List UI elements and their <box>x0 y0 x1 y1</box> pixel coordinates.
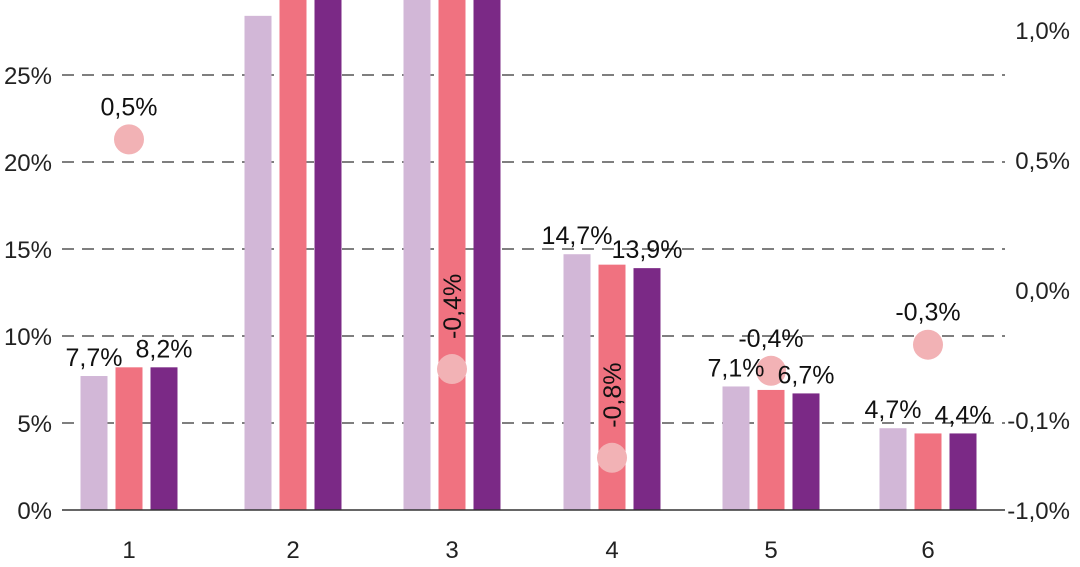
change-marker <box>597 442 627 473</box>
bar <box>403 0 431 510</box>
change-marker <box>437 354 467 385</box>
bar <box>80 376 108 510</box>
markers-layer <box>114 124 943 473</box>
bar <box>150 367 178 510</box>
y-tick-label: 10% <box>4 324 52 351</box>
bar <box>633 268 661 510</box>
y-tick-label: 5% <box>17 411 52 438</box>
x-tick-label: 4 <box>605 537 618 564</box>
bar <box>792 393 820 510</box>
change-marker <box>756 355 786 386</box>
y2-tick-label: 1,0% <box>1015 18 1070 45</box>
bar-data-label: 14,7% <box>542 222 613 250</box>
y-tick-label: 20% <box>4 150 52 177</box>
marker-label: -0,4% <box>439 274 467 339</box>
y2-tick-label: -0,1% <box>1007 408 1070 435</box>
bar <box>473 0 501 510</box>
y2-tick-label: 0,0% <box>1015 278 1070 305</box>
y2-tick-label: 0,5% <box>1015 148 1070 175</box>
marker-label: 0,5% <box>101 93 158 121</box>
bar <box>914 433 942 510</box>
bar <box>563 254 591 510</box>
axis-layer: 0% 5% 10% 15% 20% 25% 1,0% 0,5% 0,0% -0,1% -1,0% 1 2… <box>4 18 1070 564</box>
change-marker <box>114 124 144 155</box>
bar-data-label: 7,1% <box>708 354 765 382</box>
bar <box>314 0 342 510</box>
y-tick-label: 25% <box>4 63 52 90</box>
x-tick-label: 2 <box>286 537 299 564</box>
bar <box>879 428 907 510</box>
change-marker <box>913 329 943 360</box>
y2-tick-label: -1,0% <box>1007 498 1070 525</box>
bar <box>115 367 143 510</box>
marker-label: -0,8% <box>599 362 627 427</box>
bar <box>757 389 785 510</box>
bars-layer <box>80 0 977 511</box>
bar <box>438 0 466 510</box>
bar-data-label: 8,2% <box>136 335 193 363</box>
bar-data-label: 4,7% <box>865 396 922 424</box>
bar-data-label: 13,9% <box>612 236 683 264</box>
bar <box>949 433 977 510</box>
marker-label: -0,4% <box>738 325 803 353</box>
x-tick-label: 3 <box>445 537 458 564</box>
x-tick-label: 1 <box>122 537 135 564</box>
grid-layer <box>62 74 1005 424</box>
bar <box>279 0 307 510</box>
bar-data-label: 4,4% <box>935 401 992 429</box>
bar <box>722 386 750 510</box>
bar <box>244 15 272 511</box>
marker-label: -0,3% <box>895 299 960 327</box>
x-tick-label: 6 <box>921 537 934 564</box>
labels-layer: 7,7% 8,2% 14,7% 13,9% 7,1% 6,7% 4,7% 4,4% 0,5% -0… <box>66 93 992 429</box>
y-tick-label: 15% <box>4 237 52 264</box>
bar-data-label: 6,7% <box>778 361 835 389</box>
y-tick-label: 0% <box>17 498 52 525</box>
bar-data-label: 7,7% <box>66 344 123 372</box>
x-tick-label: 5 <box>764 537 777 564</box>
